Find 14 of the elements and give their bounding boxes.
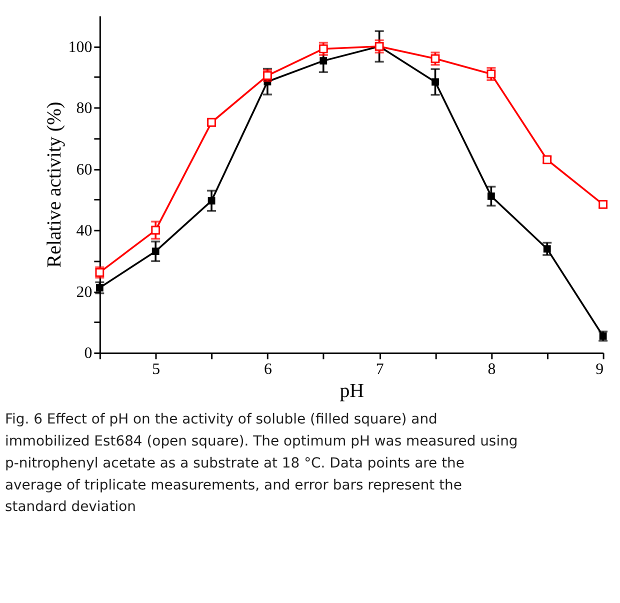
x-tick-label: 5 [152,361,160,378]
x-tick-label: 6 [264,361,272,378]
x-tick-label: 8 [488,361,496,378]
x-tick-label: 7 [376,361,384,378]
x-axis-title: pH [340,380,364,402]
x-tick-label: 9 [596,361,604,378]
y-tick-label: 80 [76,100,92,118]
y-tick-label: 0 [84,345,92,362]
caption: Fig. 6 Effect of pH on the activity of soluble (filled square) and immobilized Est684 (open square). The optimum pH was measured using p-nitrophenyl acetate as a substrate at 18 °C. Data points are the average of triplicate measurements, and error bars represent the standard deviation [4,411,518,516]
y-tick-label: 40 [76,222,92,240]
y-tick-label: 100 [68,38,92,56]
y-tick-label: 20 [76,284,92,301]
y-tick-label: 60 [76,161,92,178]
y-axis-title: Relative activity (%) [43,102,66,268]
